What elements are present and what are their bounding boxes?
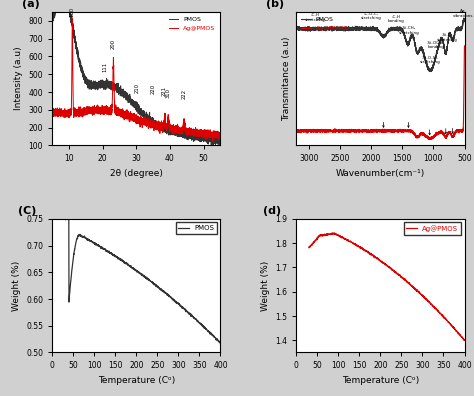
PMOS xyxy=(78,233,83,238)
Ag@PMOS xyxy=(80,111,86,116)
Text: 310: 310 xyxy=(166,88,171,98)
Text: 111: 111 xyxy=(103,62,108,72)
Text: -C-H
bonding: -C-H bonding xyxy=(388,15,404,23)
Line: Ag@PMOS: Ag@PMOS xyxy=(309,233,465,341)
Line: PMOS: PMOS xyxy=(52,12,220,145)
Text: -Si-C
stretching: -Si-C stretching xyxy=(437,33,457,42)
PMOS xyxy=(210,143,216,148)
Ag@PMOS xyxy=(369,252,375,257)
Ag@PMOS xyxy=(293,129,299,134)
Ag@PMOS xyxy=(428,137,434,142)
X-axis label: Temperature (Cᵒ): Temperature (Cᵒ) xyxy=(342,376,419,385)
PMOS xyxy=(323,27,329,31)
Ag@PMOS xyxy=(188,128,193,133)
Ag@PMOS xyxy=(150,119,156,124)
Text: -Si-O-Si-
stretching: -Si-O-Si- stretching xyxy=(420,55,441,64)
PMOS xyxy=(114,81,119,86)
Ag@PMOS xyxy=(428,301,433,305)
PMOS xyxy=(352,27,358,31)
X-axis label: Wavenumber(cm⁻¹): Wavenumber(cm⁻¹) xyxy=(336,169,425,178)
PMOS xyxy=(175,131,181,136)
Y-axis label: Transmitance (a.u): Transmitance (a.u) xyxy=(282,36,291,121)
Line: PMOS: PMOS xyxy=(296,18,465,72)
Legend: PMOS: PMOS xyxy=(175,223,217,234)
Ag@PMOS xyxy=(322,233,328,238)
PMOS xyxy=(336,25,342,30)
Ag@PMOS xyxy=(336,129,342,134)
Text: 222: 222 xyxy=(182,89,187,99)
PMOS xyxy=(150,120,156,125)
Text: (C): (C) xyxy=(18,206,37,216)
Ag@PMOS xyxy=(70,15,75,20)
Text: (b): (b) xyxy=(266,0,284,9)
Ag@PMOS xyxy=(461,338,467,343)
PMOS xyxy=(131,265,137,270)
Ag@PMOS xyxy=(49,111,55,116)
Legend: PMOS, Ag@PMOS: PMOS, Ag@PMOS xyxy=(299,15,350,32)
PMOS xyxy=(293,27,299,31)
PMOS xyxy=(65,215,71,220)
Ag@PMOS xyxy=(431,133,437,138)
Ag@PMOS xyxy=(361,128,366,133)
PMOS xyxy=(159,124,164,128)
PMOS xyxy=(397,27,403,31)
Ag@PMOS xyxy=(323,128,329,133)
Line: Ag@PMOS: Ag@PMOS xyxy=(52,18,220,142)
PMOS xyxy=(431,62,437,67)
Text: 210: 210 xyxy=(135,83,139,93)
PMOS xyxy=(80,67,86,72)
Text: 220: 220 xyxy=(151,84,155,94)
Y-axis label: Weight (%): Weight (%) xyxy=(261,261,270,311)
PMOS xyxy=(218,342,223,346)
Text: -C-O-C-
stretching: -C-O-C- stretching xyxy=(361,12,382,20)
PMOS xyxy=(188,134,193,139)
PMOS xyxy=(462,19,467,24)
Ag@PMOS xyxy=(462,338,467,343)
Y-axis label: Intensity (a.u): Intensity (a.u) xyxy=(14,47,23,110)
PMOS xyxy=(183,308,189,313)
Legend: PMOS, Ag@PMOS: PMOS, Ag@PMOS xyxy=(167,15,218,32)
Ag@PMOS xyxy=(218,132,223,137)
Ag@PMOS xyxy=(413,287,419,292)
PMOS xyxy=(169,296,175,301)
Line: PMOS: PMOS xyxy=(65,218,220,344)
Ag@PMOS xyxy=(306,245,312,249)
Text: 200: 200 xyxy=(111,39,116,49)
Text: (d): (d) xyxy=(263,206,281,216)
PMOS xyxy=(361,27,366,31)
X-axis label: 2θ (degree): 2θ (degree) xyxy=(110,169,163,178)
Ag@PMOS xyxy=(114,107,119,112)
PMOS xyxy=(427,69,433,74)
Y-axis label: Weight (%): Weight (%) xyxy=(11,261,20,311)
Ag@PMOS xyxy=(430,303,436,308)
Text: -C-H
stretching: -C-H stretching xyxy=(304,13,325,21)
Legend: Ag@PMOS: Ag@PMOS xyxy=(403,223,461,235)
Ag@PMOS xyxy=(331,230,337,235)
PMOS xyxy=(52,10,57,14)
Ag@PMOS xyxy=(397,129,403,134)
PMOS xyxy=(49,17,55,22)
Ag@PMOS xyxy=(462,44,467,48)
Ag@PMOS xyxy=(210,139,216,144)
Ag@PMOS xyxy=(352,129,358,134)
PMOS xyxy=(186,311,192,316)
Text: (a): (a) xyxy=(22,0,40,9)
Text: -Si-CH₃
stretching: -Si-CH₃ stretching xyxy=(399,27,419,34)
X-axis label: Temperature (Cᵒ): Temperature (Cᵒ) xyxy=(98,376,175,385)
Ag@PMOS xyxy=(375,256,381,261)
Ag@PMOS xyxy=(175,128,181,132)
Ag@PMOS xyxy=(159,128,164,133)
PMOS xyxy=(125,263,131,267)
Text: 221: 221 xyxy=(162,86,167,96)
PMOS xyxy=(461,15,467,20)
Text: -Si-OCH₃
bonding: -Si-OCH₃ bonding xyxy=(427,41,445,49)
PMOS xyxy=(62,216,68,221)
Line: Ag@PMOS: Ag@PMOS xyxy=(296,46,465,139)
Text: 100: 100 xyxy=(70,7,75,17)
PMOS xyxy=(218,140,223,145)
Text: Ag
vibrations: Ag vibrations xyxy=(452,9,473,17)
